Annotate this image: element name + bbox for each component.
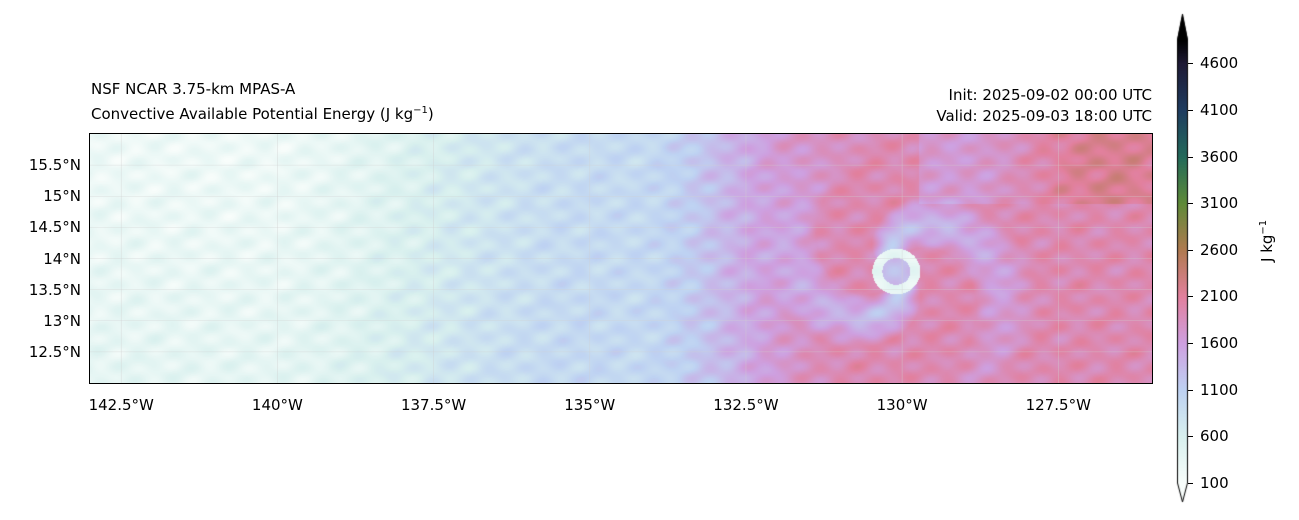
colorbar-tick-mark xyxy=(1188,296,1193,298)
colorbar-tick-label: 100 xyxy=(1200,474,1229,492)
y-tick-label: 14°N xyxy=(43,249,81,268)
model-title: NSF NCAR 3.75-km MPAS-A xyxy=(91,80,296,98)
colorbar-tick-label: 1100 xyxy=(1200,380,1239,399)
gridlines xyxy=(90,134,1152,383)
colorbar xyxy=(1170,10,1198,505)
valid-time: Valid: 2025-09-03 18:00 UTC xyxy=(936,107,1152,125)
colorbar-tick-mark xyxy=(1188,389,1193,391)
colorbar-tick-mark xyxy=(1188,156,1193,158)
colorbar-tick-mark xyxy=(1188,343,1193,345)
field-title-text: Convective Available Potential Energy (J… xyxy=(91,105,414,123)
colorbar-tick-label: 2100 xyxy=(1200,287,1239,306)
colorbar-tick-mark xyxy=(1188,203,1193,205)
x-tick-label: 142.5°W xyxy=(88,396,154,414)
colorbar-tick-mark xyxy=(1188,483,1193,484)
colorbar-tick-label: 4100 xyxy=(1200,100,1239,119)
x-tick-label: 140°W xyxy=(251,396,303,414)
colorbar-tick-label: 3100 xyxy=(1200,194,1239,213)
y-tick-label: 13.5°N xyxy=(28,280,81,299)
y-tick-label: 15°N xyxy=(43,187,81,206)
y-tick-label: 14.5°N xyxy=(28,218,81,237)
field-title: Convective Available Potential Energy (J… xyxy=(91,105,434,123)
x-tick-label: 132.5°W xyxy=(713,396,779,414)
colorbar-label: J kg−1 xyxy=(1258,220,1276,262)
y-tick-label: 13°N xyxy=(43,311,81,330)
colorbar-tick-mark xyxy=(1188,63,1193,65)
x-tick-label: 127.5°W xyxy=(1025,396,1091,414)
colorbar-tick-mark xyxy=(1188,436,1193,438)
field-title-sup: −1 xyxy=(413,105,428,116)
y-tick-label: 15.5°N xyxy=(28,156,81,175)
colorbar-label-sup: −1 xyxy=(1258,219,1269,235)
x-tick-label: 137.5°W xyxy=(400,396,467,414)
colorbar-tick-label: 600 xyxy=(1200,427,1229,446)
colorbar-tick-label: 4600 xyxy=(1200,54,1239,73)
y-tick-label: 12.5°N xyxy=(28,342,81,361)
x-tick-label: 130°W xyxy=(876,396,928,414)
colorbar-tick-label: 1600 xyxy=(1200,334,1239,353)
init-time: Init: 2025-09-02 00:00 UTC xyxy=(948,86,1152,104)
colorbar-tick-mark xyxy=(1188,109,1193,111)
field-title-end: ) xyxy=(427,105,434,123)
colorbar-label-text: J kg xyxy=(1258,234,1276,262)
x-tick-label: 135°W xyxy=(564,396,616,414)
colorbar-tick-label: 3600 xyxy=(1200,147,1239,166)
colorbar-tick-mark xyxy=(1188,249,1193,251)
colorbar-tick-label: 2600 xyxy=(1200,240,1239,259)
